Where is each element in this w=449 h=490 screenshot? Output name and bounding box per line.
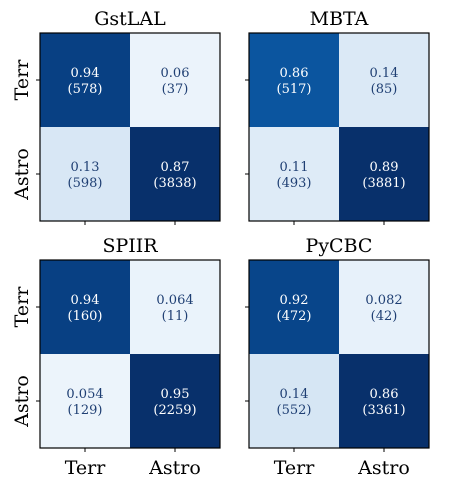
panel-pycbc: 0.92(472) 0.082(42) 0.14(552) 0.86(3361) PyC… [245, 235, 430, 479]
cell-value-label: 0.92 [280, 293, 309, 308]
row-label: Astro [11, 375, 33, 428]
cell-0-1 [130, 260, 220, 354]
cell-count-label: (2259) [153, 403, 196, 418]
panel-title: SPIIR [102, 235, 158, 257]
cell-1-0 [249, 127, 339, 221]
cell-count-label: (129) [68, 403, 103, 418]
cell-value-label: 0.14 [280, 387, 309, 402]
cell-value-label: 0.89 [370, 160, 399, 175]
cell-value-label: 0.11 [280, 160, 309, 175]
cell-count-label: (42) [371, 309, 398, 324]
cell-value-label: 0.06 [161, 66, 190, 81]
cell-count-label: (160) [68, 309, 103, 324]
cell-count-label: (3838) [153, 176, 196, 191]
cell-value-label: 0.95 [161, 387, 190, 402]
cell-count-label: (578) [68, 82, 103, 97]
cell-value-label: 0.86 [370, 387, 399, 402]
row-label: Astro [11, 148, 33, 201]
panel-title: MBTA [310, 8, 369, 30]
cell-count-label: (493) [277, 176, 312, 191]
cell-0-0 [249, 33, 339, 127]
cell-0-0 [40, 33, 130, 127]
panel-title: GstLAL [94, 8, 166, 30]
panel-title: PyCBC [306, 235, 373, 257]
cell-value-label: 0.86 [280, 66, 309, 81]
cell-value-label: 0.082 [365, 293, 402, 308]
cell-count-label: (37) [162, 82, 189, 97]
cell-0-1 [339, 260, 429, 354]
row-label: Terr [11, 286, 33, 328]
cell-1-0 [249, 354, 339, 448]
cell-count-label: (472) [277, 309, 312, 324]
cell-1-1 [339, 127, 429, 221]
panel-frame [39, 32, 221, 222]
cell-count-label: (598) [68, 176, 103, 191]
cell-value-label: 0.87 [161, 160, 190, 175]
panel-gstlal: 0.94(578) 0.06(37) 0.13(598) 0.87(3838) GstL… [11, 8, 221, 225]
cell-count-label: (517) [277, 82, 312, 97]
panel-frame [248, 259, 430, 449]
cell-0-0 [40, 260, 130, 354]
cell-count-label: (3361) [362, 403, 405, 418]
panel-frame [248, 32, 430, 222]
column-label: Astro [148, 457, 201, 479]
column-label: Terr [274, 457, 316, 479]
cell-count-label: (3881) [362, 176, 405, 191]
cell-1-0 [40, 354, 130, 448]
panel-frame [39, 259, 221, 449]
panel-mbta: 0.86(517) 0.14(85) 0.11(493) 0.89(3881) MBTA [245, 8, 430, 225]
cell-1-1 [130, 354, 220, 448]
cell-value-label: 0.064 [156, 293, 193, 308]
cell-1-1 [130, 127, 220, 221]
cell-count-label: (11) [162, 309, 189, 324]
cell-value-label: 0.94 [71, 293, 100, 308]
column-label: Terr [65, 457, 107, 479]
panel-spiir: 0.94(160) 0.064(11) 0.054(129) 0.95(2259) SP… [11, 235, 221, 479]
cell-1-1 [339, 354, 429, 448]
cell-1-0 [40, 127, 130, 221]
cell-0-1 [130, 33, 220, 127]
cell-count-label: (85) [371, 82, 398, 97]
cell-value-label: 0.14 [370, 66, 399, 81]
cell-value-label: 0.94 [71, 66, 100, 81]
cell-0-1 [339, 33, 429, 127]
column-label: Astro [357, 457, 410, 479]
cell-0-0 [249, 260, 339, 354]
cell-value-label: 0.13 [71, 160, 100, 175]
cell-value-label: 0.054 [66, 387, 103, 402]
cell-count-label: (552) [277, 403, 312, 418]
row-label: Terr [11, 59, 33, 101]
